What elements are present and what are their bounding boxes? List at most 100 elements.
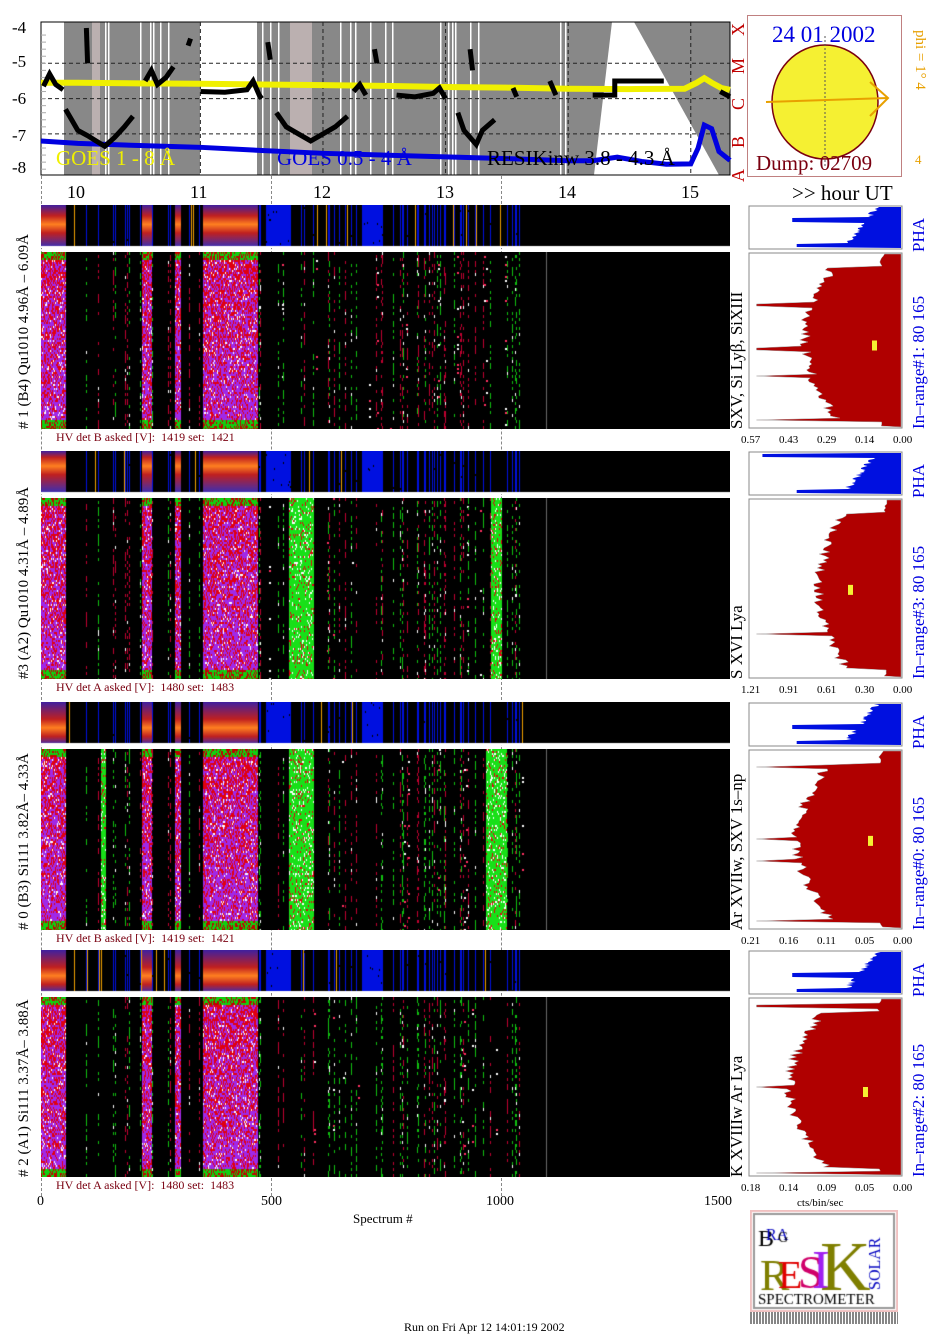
count-profile — [756, 253, 902, 428]
marker — [872, 340, 877, 351]
data-gap — [452, 22, 454, 175]
hv-readout: HV det B asked [V]: 1419 set: 1421 — [56, 931, 235, 945]
resik-line-segment — [592, 78, 664, 98]
resik-line-segment — [467, 48, 476, 71]
hour-tick: 10 — [67, 182, 85, 202]
hist-x-tick: 0.09 — [817, 1182, 837, 1194]
y-tick: -7 — [12, 126, 27, 145]
pha-histogram — [748, 451, 903, 496]
count-profile — [756, 750, 902, 929]
flare-class-M: M — [728, 57, 748, 74]
hist-x-tick: 0.43 — [779, 434, 799, 446]
hist-x-tick: 0.00 — [893, 935, 913, 947]
resik-line-segment — [719, 89, 732, 100]
pha-spectrogram — [41, 451, 730, 494]
dump-number: Dump: 02709 — [756, 151, 873, 175]
hist-x-tick: 0.91 — [779, 684, 799, 696]
legend-goes-short: GOES 0.5 - 4 Å — [277, 146, 412, 170]
resik-line-segment — [351, 80, 369, 97]
flare-class-A: A — [728, 169, 748, 182]
hour-tick: 13 — [436, 182, 454, 202]
spectral-lines-label: Ar XVIIw, SXV 1s–np — [727, 773, 746, 930]
hist-x-tick: 0.05 — [855, 935, 875, 947]
marker — [848, 584, 853, 595]
hist-x-tick: 0.00 — [893, 684, 913, 696]
hist-x-tick: 0.61 — [817, 684, 837, 696]
hour-tick: 12 — [313, 182, 331, 202]
hist-x-tick: 0.14 — [779, 1182, 799, 1194]
hour-tick: 15 — [681, 182, 699, 202]
hour-ut-label: >> hour UT — [792, 181, 893, 205]
data-gap — [108, 22, 110, 175]
resik-line-segment — [185, 37, 193, 47]
x-tick: 0 — [37, 1194, 44, 1209]
hist-x-tick: 0.30 — [855, 684, 875, 696]
hist-x-tick: 0.29 — [817, 434, 837, 446]
hv-readout: HV det B asked [V]: 1419 set: 1421 — [56, 430, 235, 444]
hist-x-tick: 0.18 — [741, 1182, 761, 1194]
hist-x-tick: 0.16 — [779, 935, 799, 947]
flare-class-X: X — [728, 23, 748, 36]
hist-x-tick: 0.11 — [817, 935, 836, 947]
data-gap — [278, 22, 280, 175]
spectrogram — [41, 997, 730, 1177]
x-tick: 1000 — [486, 1194, 514, 1209]
data-gap — [270, 22, 272, 175]
marker — [868, 835, 873, 846]
pha-label: PHA — [909, 962, 928, 997]
count-profile — [756, 998, 902, 1176]
guide-line — [271, 176, 272, 1196]
spectral-lines-label: K XVIIIw Ar Lya — [727, 1055, 746, 1177]
spectrogram — [41, 498, 730, 679]
sun-disk-icon — [765, 36, 890, 166]
data-gap — [565, 22, 567, 175]
in-range-label: In–range#3: 80 165 — [909, 545, 928, 679]
resik-line-segment — [547, 79, 559, 97]
x-axis-label: Spectrum # — [353, 1211, 413, 1226]
resik-line-segment — [455, 111, 497, 150]
resik-line-segment — [83, 27, 91, 64]
flare-class-B: B — [728, 135, 748, 148]
data-gap — [594, 22, 719, 175]
pha-profile — [792, 952, 901, 993]
resik-line-segment — [63, 107, 135, 150]
footer-run-timestamp: Run on Fri Apr 12 14:01:19 2002 — [404, 1320, 565, 1334]
spectrogram — [41, 749, 730, 930]
flare-class-C: C — [728, 97, 748, 110]
count-histogram — [748, 498, 903, 679]
phi-angle: phi = 1° 4 — [912, 30, 928, 90]
observation-date: 24 01 2002 — [772, 22, 876, 47]
marker — [863, 1087, 868, 1097]
resik-line-segment — [41, 68, 65, 92]
spectral-lines-label: SXV, Si Lyβ, SiXIII — [727, 291, 746, 429]
hist-axis-label: cts/bin/sec — [797, 1197, 844, 1209]
resik-line-segment — [372, 48, 380, 64]
data-gap — [150, 22, 152, 175]
goes-long-line — [41, 74, 731, 93]
phi-bottom: 4 — [915, 152, 922, 167]
count-histogram — [748, 749, 903, 930]
guide-line — [41, 176, 42, 1196]
resik-line-segment — [143, 64, 176, 89]
detector-label: #3 (A2) Qu1010 4.31Å – 4.89Å — [16, 486, 32, 679]
x-tick: 1500 — [704, 1194, 732, 1209]
pha-spectrogram — [41, 702, 730, 745]
resik-line-segment — [265, 41, 273, 61]
legend-resik: RESIKinw 3.8 - 4.3 Å — [487, 146, 675, 170]
pha-label: PHA — [909, 463, 928, 498]
pha-spectrogram — [41, 205, 730, 248]
x-tick: 500 — [261, 1194, 282, 1209]
y-tick: -5 — [12, 52, 27, 71]
detector-label: # 1 (B4) Qu1010 4.96Å – 6.09Å — [16, 234, 32, 429]
hist-x-tick: 0.57 — [741, 434, 761, 446]
detector-label: # 2 (A1) Si111 3.37Å– 3.88Å — [16, 999, 32, 1177]
resik-line-segment — [200, 75, 264, 101]
observation-band — [92, 22, 100, 175]
legend-goes-long: GOES 1 - 8 Å — [56, 146, 175, 170]
pha-label: PHA — [909, 714, 928, 749]
data-gap — [340, 22, 342, 175]
pha-histogram — [748, 702, 903, 747]
count-histogram — [748, 997, 903, 1177]
count-profile — [756, 499, 902, 678]
hist-x-tick: 0.00 — [893, 1182, 913, 1194]
